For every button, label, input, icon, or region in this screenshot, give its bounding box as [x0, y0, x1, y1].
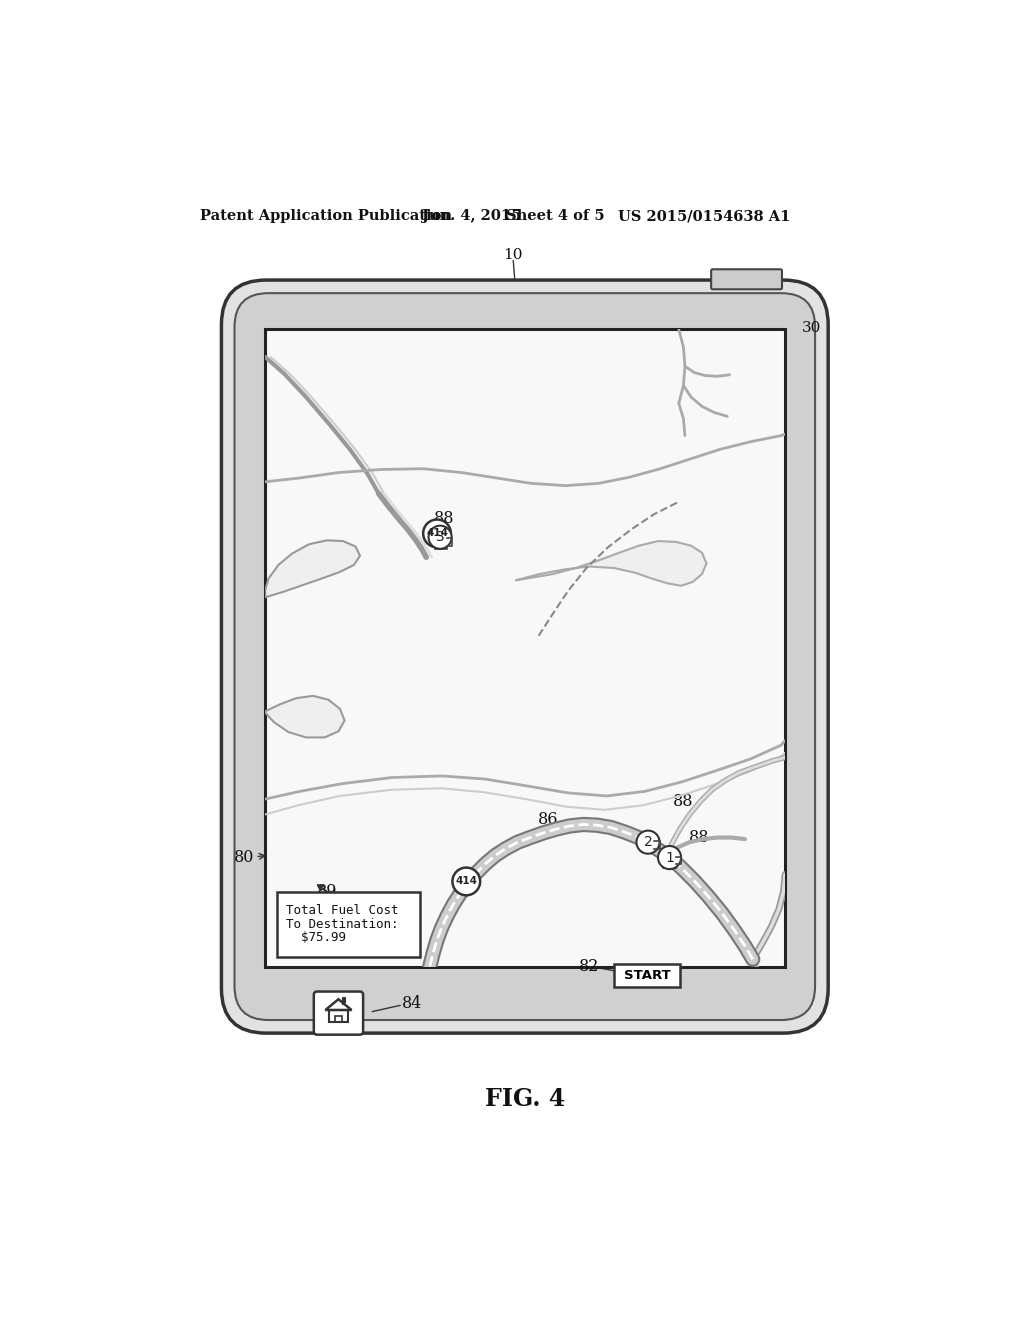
Bar [435, 535, 447, 549]
Text: 80: 80 [234, 849, 255, 866]
Text: US 2015/0154638 A1: US 2015/0154638 A1 [617, 209, 791, 223]
Text: 414: 414 [456, 876, 477, 887]
Text: 88: 88 [434, 511, 455, 527]
Text: START: START [624, 969, 671, 982]
Text: $75.99: $75.99 [286, 932, 346, 945]
Circle shape [453, 867, 480, 895]
Circle shape [658, 846, 681, 869]
FancyBboxPatch shape [313, 991, 364, 1035]
Text: 3: 3 [436, 531, 444, 544]
FancyBboxPatch shape [711, 269, 782, 289]
Bar [642, 838, 654, 853]
Bar [335, 1016, 342, 1022]
Polygon shape [265, 540, 360, 597]
Text: Sheet 4 of 5: Sheet 4 of 5 [506, 209, 605, 223]
Text: 10: 10 [504, 248, 523, 263]
Text: 30: 30 [802, 321, 821, 335]
Text: FIG. 4: FIG. 4 [484, 1088, 565, 1111]
FancyBboxPatch shape [221, 280, 828, 1034]
FancyBboxPatch shape [276, 892, 420, 957]
Text: 88: 88 [688, 829, 709, 846]
Circle shape [423, 520, 451, 548]
Text: 82: 82 [580, 958, 600, 975]
Text: 2: 2 [644, 836, 652, 849]
Text: To Destination:: To Destination: [286, 917, 398, 931]
Bar [330, 1010, 348, 1022]
Circle shape [429, 525, 452, 549]
Polygon shape [515, 541, 707, 586]
FancyBboxPatch shape [614, 964, 680, 987]
Text: Total Fuel Cost: Total Fuel Cost [286, 904, 398, 917]
Text: 86: 86 [538, 810, 558, 828]
Text: 84: 84 [401, 995, 422, 1012]
Bar [664, 854, 676, 867]
Text: 89: 89 [316, 883, 337, 900]
Text: Patent Application Publication: Patent Application Publication [200, 209, 452, 223]
Circle shape [637, 830, 659, 854]
Text: 414: 414 [426, 528, 449, 539]
Text: 88: 88 [673, 793, 693, 810]
FancyBboxPatch shape [234, 293, 815, 1020]
Text: Jun. 4, 2015: Jun. 4, 2015 [422, 209, 521, 223]
Polygon shape [265, 696, 345, 738]
Text: 1: 1 [666, 850, 674, 865]
Bar [265, 330, 785, 966]
